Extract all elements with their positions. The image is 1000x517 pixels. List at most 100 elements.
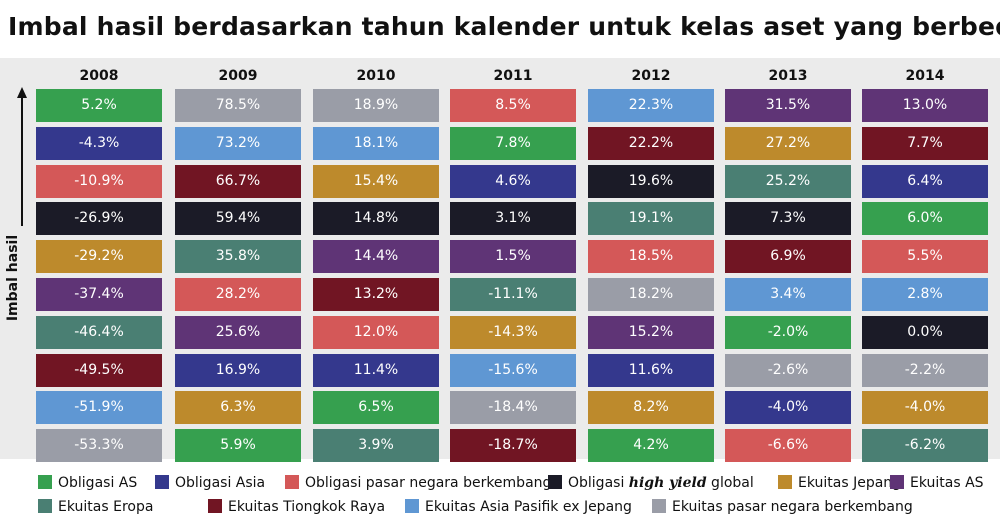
legend-item-9: Ekuitas Asia Pasifik ex Jepang <box>405 497 632 517</box>
legend-swatch <box>890 475 904 489</box>
legend-label: Obligasi AS <box>58 475 138 491</box>
cell-2013-rank-9: -4.0% <box>725 391 851 425</box>
year-header-2009: 2009 <box>218 68 258 84</box>
legend-label-suffix: global <box>706 475 754 491</box>
legend-label: Ekuitas Asia Pasifik ex Jepang <box>425 499 632 515</box>
cell-2013-rank-2: 27.2% <box>725 126 851 160</box>
cell-2009-rank-5: 35.8% <box>175 240 301 274</box>
cell-2014-rank-6: 2.8% <box>862 278 988 311</box>
cell-2012-rank-1: 22.3% <box>588 89 714 122</box>
cell-2008-rank-10: -53.3% <box>36 429 162 463</box>
cell-2008-rank-6: -37.4% <box>36 278 162 311</box>
cell-2009-rank-3: 66.7% <box>175 164 301 198</box>
cell-2012-rank-8: 11.6% <box>588 353 714 387</box>
cell-2012-rank-6: 18.2% <box>588 278 714 311</box>
cell-2009-rank-1: 78.5% <box>175 89 301 122</box>
cell-2009-rank-10: 5.9% <box>175 429 301 463</box>
cell-2011-rank-1: 8.5% <box>450 89 576 122</box>
cell-2014-rank-1: 13.0% <box>862 89 988 122</box>
year-header-2012: 2012 <box>631 68 671 84</box>
cell-2009-rank-6: 28.2% <box>175 278 301 311</box>
legend-label: Ekuitas Eropa <box>58 499 154 515</box>
up-arrow-icon <box>17 87 27 98</box>
legend-swatch <box>208 499 222 513</box>
cell-2008-rank-7: -46.4% <box>36 315 162 349</box>
cell-2012-rank-9: 8.2% <box>588 391 714 425</box>
cell-2012-rank-2: 22.2% <box>588 126 714 160</box>
cell-2013-rank-8: -2.6% <box>725 353 851 387</box>
cell-2014-rank-10: -6.2% <box>862 429 988 463</box>
year-header-2008: 2008 <box>79 68 119 84</box>
legend-swatch <box>38 475 52 489</box>
cell-2011-rank-7: -14.3% <box>450 315 576 349</box>
year-header-2010: 2010 <box>356 68 396 84</box>
cell-2013-rank-7: -2.0% <box>725 315 851 349</box>
y-axis-label: Imbal hasil <box>5 234 21 322</box>
cell-2013-rank-1: 31.5% <box>725 89 851 122</box>
cell-2013-rank-3: 25.2% <box>725 164 851 198</box>
cell-2014-rank-7: 0.0% <box>862 315 988 349</box>
cell-2009-rank-2: 73.2% <box>175 126 301 160</box>
legend-label: Obligasi pasar negara berkembang <box>305 475 552 491</box>
cell-2011-rank-8: -15.6% <box>450 353 576 387</box>
legend-swatch <box>38 499 52 513</box>
cell-2011-rank-5: 1.5% <box>450 240 576 274</box>
legend-item-10: Ekuitas pasar negara berkembang <box>652 497 913 517</box>
cell-2008-rank-2: -4.3% <box>36 126 162 160</box>
year-header-2011: 2011 <box>493 68 533 84</box>
cell-2009-rank-7: 25.6% <box>175 315 301 349</box>
cell-2014-rank-5: 5.5% <box>862 240 988 274</box>
legend-item-8: Ekuitas Tiongkok Raya <box>208 497 385 517</box>
cell-2011-rank-9: -18.4% <box>450 391 576 425</box>
legend-label-italic: high yield <box>628 475 707 491</box>
legend-swatch <box>652 499 666 513</box>
legend-label: Obligasi Asia <box>175 475 266 491</box>
cell-2010-rank-9: 6.5% <box>313 391 439 425</box>
cell-2011-rank-2: 7.8% <box>450 126 576 160</box>
cell-2010-rank-4: 14.8% <box>313 202 439 236</box>
cell-2014-rank-3: 6.4% <box>862 164 988 198</box>
legend-swatch <box>548 475 562 489</box>
legend-label: Ekuitas AS <box>910 475 984 491</box>
year-header-2013: 2013 <box>768 68 808 84</box>
legend-label: Ekuitas Jepang <box>798 475 902 491</box>
cell-2012-rank-3: 19.6% <box>588 164 714 198</box>
legend-item-2: Obligasi Asia <box>155 473 265 493</box>
cell-2008-rank-8: -49.5% <box>36 353 162 387</box>
cell-2009-rank-9: 6.3% <box>175 391 301 425</box>
cell-2012-rank-5: 18.5% <box>588 240 714 274</box>
cell-2010-rank-3: 15.4% <box>313 164 439 198</box>
cell-2008-rank-9: -51.9% <box>36 391 162 425</box>
cell-2013-rank-5: 6.9% <box>725 240 851 274</box>
legend-swatch <box>778 475 792 489</box>
cell-2013-rank-6: 3.4% <box>725 278 851 311</box>
cell-2008-rank-3: -10.9% <box>36 164 162 198</box>
cell-2014-rank-8: -2.2% <box>862 353 988 387</box>
legend-item-1: Obligasi AS <box>38 473 137 493</box>
legend-item-7: Ekuitas Eropa <box>38 497 153 517</box>
legend-item-5: Ekuitas Jepang <box>778 473 901 493</box>
legend-item-4: Obligasi high yield global <box>548 473 754 493</box>
cell-2009-rank-8: 16.9% <box>175 353 301 387</box>
cell-2009-rank-4: 59.4% <box>175 202 301 236</box>
cell-2010-rank-8: 11.4% <box>313 353 439 387</box>
cell-2010-rank-1: 18.9% <box>313 89 439 122</box>
cell-2008-rank-5: -29.2% <box>36 240 162 274</box>
cell-2011-rank-3: 4.6% <box>450 164 576 198</box>
cell-2012-rank-7: 15.2% <box>588 315 714 349</box>
y-axis-arrow <box>17 87 27 226</box>
cell-2014-rank-4: 6.0% <box>862 202 988 236</box>
cell-2011-rank-4: 3.1% <box>450 202 576 236</box>
cell-2012-rank-4: 19.1% <box>588 202 714 236</box>
cell-2011-rank-10: -18.7% <box>450 429 576 463</box>
cell-2010-rank-2: 18.1% <box>313 126 439 160</box>
legend-item-6: Ekuitas AS <box>890 473 984 493</box>
legend-swatch <box>285 475 299 489</box>
cell-2010-rank-5: 14.4% <box>313 240 439 274</box>
cell-2013-rank-4: 7.3% <box>725 202 851 236</box>
legend-label-prefix: Obligasi <box>568 475 629 491</box>
legend-label: Ekuitas pasar negara berkembang <box>672 499 913 515</box>
cell-2012-rank-10: 4.2% <box>588 429 714 463</box>
cell-2010-rank-6: 13.2% <box>313 278 439 311</box>
cell-2008-rank-4: -26.9% <box>36 202 162 236</box>
